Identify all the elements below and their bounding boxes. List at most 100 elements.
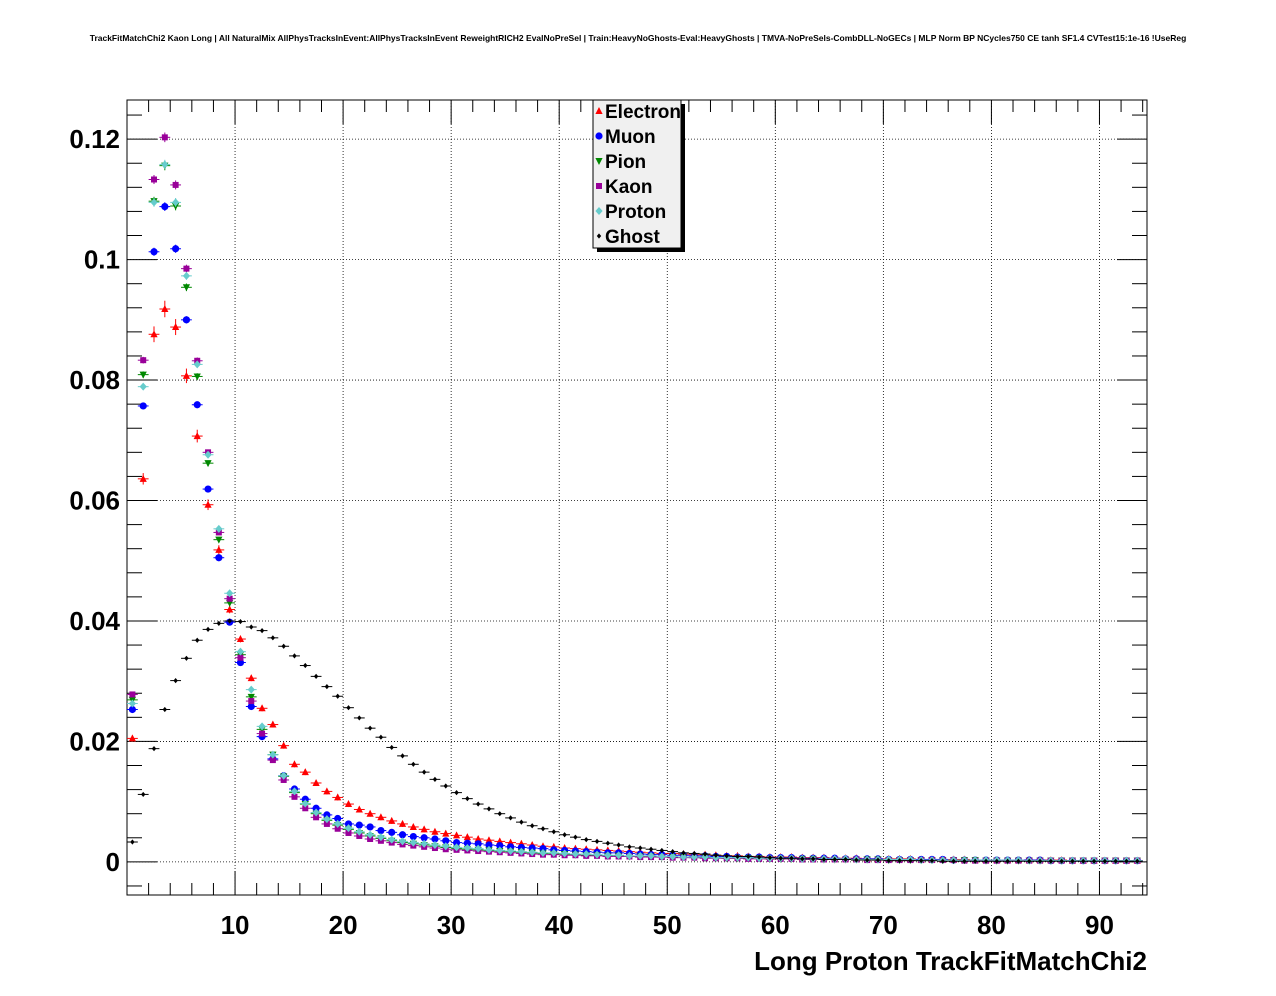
data-point [193, 373, 201, 381]
data-point [1091, 858, 1097, 864]
data-point [486, 806, 492, 812]
data-point [443, 783, 448, 789]
data-point [562, 832, 567, 838]
data-point [236, 658, 245, 667]
data-point [215, 536, 223, 544]
data-point [378, 734, 384, 740]
data-point [323, 815, 331, 824]
x-tick-label: 60 [761, 910, 790, 940]
legend-label-kaon: Kaon [605, 177, 653, 198]
data-point [605, 840, 611, 846]
legend-label-ghost: Ghost [605, 227, 661, 248]
data-point [248, 698, 255, 705]
data-point [195, 637, 200, 643]
data-point [247, 674, 255, 682]
data-point [344, 800, 353, 808]
data-point [702, 851, 708, 857]
data-point [940, 858, 945, 864]
data-point [161, 304, 169, 312]
data-point [280, 741, 288, 749]
data-point [334, 814, 342, 823]
data-point [324, 684, 330, 690]
data-point [929, 858, 935, 864]
data-point [951, 858, 956, 864]
data-point [571, 850, 580, 859]
data-point [259, 730, 266, 737]
legend-marker-pion [595, 158, 603, 165]
data-point [301, 799, 309, 808]
legend-marker-electron [595, 107, 603, 114]
data-point [205, 626, 211, 632]
data-point [323, 820, 330, 827]
data-point [150, 330, 158, 338]
data-point [659, 847, 665, 854]
data-point [832, 856, 837, 863]
legend-marker-proton [595, 207, 603, 215]
data-point [800, 856, 805, 862]
data-point [312, 778, 320, 786]
data-point [150, 198, 158, 207]
data-point [789, 855, 794, 861]
data-point [247, 685, 255, 694]
data-point [897, 858, 902, 864]
data-point [690, 853, 698, 862]
y-tick-label: 0.08 [69, 365, 120, 395]
data-point [431, 835, 439, 843]
data-point [582, 850, 590, 859]
data-point [669, 852, 677, 861]
grid [127, 100, 1147, 895]
data-point [854, 857, 859, 863]
data-point [409, 832, 417, 841]
data-point [367, 835, 374, 842]
data-point [215, 524, 223, 533]
data-point [506, 847, 515, 856]
data-point [584, 836, 589, 843]
data-point [658, 852, 666, 861]
data-point [497, 811, 502, 817]
data-point [172, 181, 179, 188]
data-point [1124, 858, 1129, 864]
data-points [127, 132, 1143, 865]
legend: Electron Muon Pion Kaon Proton Ghost [592, 99, 685, 252]
data-point [236, 635, 245, 643]
legend-label-pion: Pion [605, 152, 646, 173]
data-point [421, 769, 427, 775]
data-point [204, 500, 212, 508]
data-point [247, 702, 255, 711]
x-tick-label: 50 [653, 910, 682, 940]
data-point [528, 844, 536, 852]
data-point [1102, 858, 1108, 864]
data-point [377, 813, 385, 821]
data-point [692, 850, 697, 857]
data-point [247, 693, 255, 701]
data-point [409, 822, 417, 830]
data-point [452, 831, 461, 839]
data-point [1016, 858, 1021, 864]
data-point [724, 853, 729, 859]
y-tick-label: 0.04 [69, 606, 120, 636]
data-point [193, 360, 201, 369]
data-point [346, 705, 351, 711]
data-point [679, 853, 688, 862]
data-point [151, 176, 158, 183]
data-point [1037, 858, 1043, 864]
y-axis-labels: 0 0.02 0.04 0.06 0.08 0.1 0.12 [69, 124, 120, 877]
page-title: TrackFitMatchChi2 Kaon Long | All Natura… [89, 33, 1187, 43]
data-point [182, 271, 191, 280]
data-point [139, 382, 147, 391]
data-point [670, 849, 675, 855]
data-point [517, 843, 525, 852]
data-point [172, 245, 180, 253]
data-point [420, 839, 428, 848]
data-point [475, 801, 481, 807]
data-point [313, 673, 319, 679]
data-point [843, 856, 848, 863]
data-point [139, 474, 147, 482]
x-tick-label: 30 [437, 910, 466, 940]
data-point [173, 677, 178, 684]
y-tick-label: 0.02 [69, 726, 120, 756]
data-point [420, 834, 428, 842]
data-point [182, 371, 191, 379]
data-point [517, 847, 525, 856]
data-point [334, 819, 342, 828]
